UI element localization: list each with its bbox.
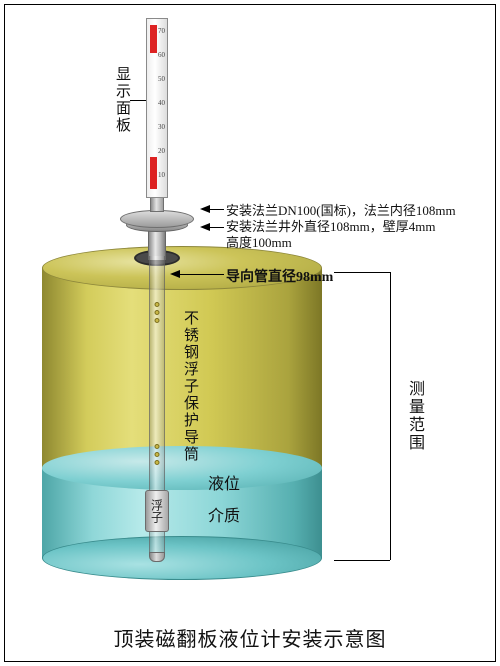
- float-label: 浮子: [149, 499, 166, 523]
- range-cap-top: [334, 272, 390, 273]
- gauge-red-top: [150, 25, 157, 53]
- gauge-red-bottom: [150, 157, 157, 189]
- gauge-tick: 30: [158, 123, 165, 131]
- flange-upper: [120, 210, 194, 228]
- range-cap-bottom: [334, 560, 390, 561]
- leader-line: [180, 274, 224, 275]
- label-range: 测量范围: [402, 380, 426, 452]
- dot-icon: [155, 444, 160, 449]
- dot-icon: [155, 310, 160, 315]
- label-flange-spec3: 高度100mm: [226, 232, 292, 251]
- gauge-tick: 40: [158, 99, 165, 107]
- dot-icon: [155, 452, 160, 457]
- label-guide-tube: 导向管直径98mm: [226, 266, 333, 286]
- gauge-tick: 50: [158, 75, 165, 83]
- arrow-icon: [200, 223, 210, 231]
- arrow-icon: [170, 270, 180, 278]
- gauge-tick: 10: [158, 171, 165, 179]
- display-panel: 70 60 50 40 30 20 10: [146, 18, 168, 198]
- label-liquid-level: 液位: [208, 470, 240, 494]
- arrow-icon: [200, 205, 210, 213]
- leader-line: [130, 100, 146, 101]
- magnet-dots-lower: [155, 444, 160, 465]
- tank-bottom: [42, 536, 322, 580]
- dot-icon: [155, 460, 160, 465]
- caption: 顶装磁翻板液位计安装示意图: [0, 623, 500, 652]
- dot-icon: [155, 318, 160, 323]
- gauge-tick: 20: [158, 147, 165, 155]
- dot-icon: [155, 302, 160, 307]
- gauge-tick: 70: [158, 27, 165, 35]
- leader-line: [210, 227, 224, 228]
- label-medium: 介质: [208, 502, 240, 526]
- range-line: [390, 272, 391, 560]
- gauge-tick: 60: [158, 51, 165, 59]
- float: 浮子: [145, 490, 169, 532]
- diagram-stage: 70 60 50 40 30 20 10 浮子 显示面板 安装法兰DN100(国…: [0, 0, 500, 666]
- leader-line: [210, 209, 224, 210]
- label-protect-tube: 不锈钢浮子保护导筒: [180, 310, 201, 463]
- magnet-dots-upper: [155, 302, 160, 323]
- guide-tube-bottom: [149, 552, 165, 562]
